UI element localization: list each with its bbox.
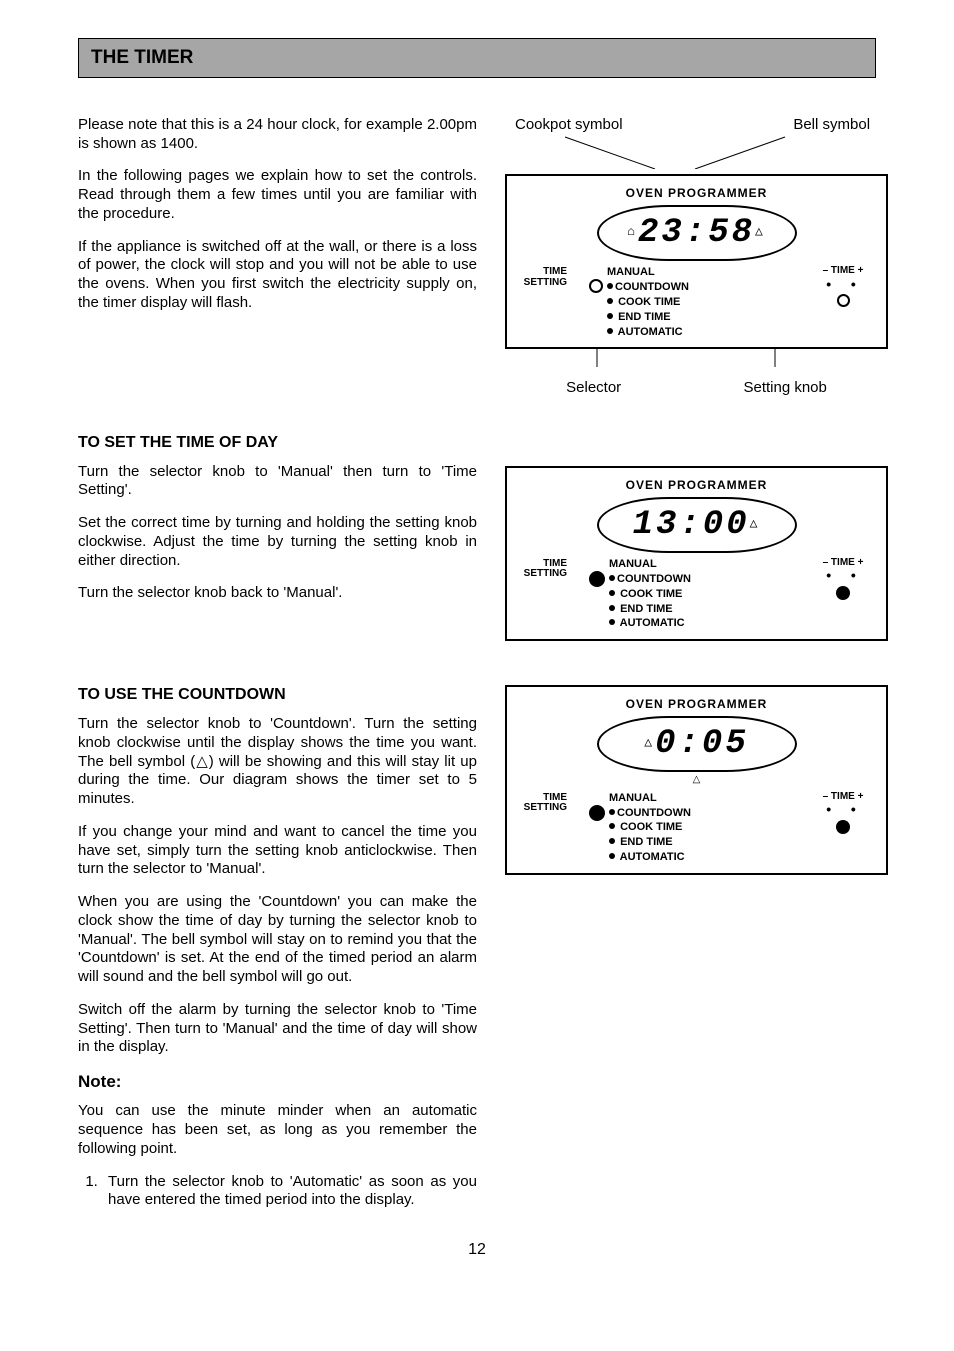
mode-list: MANUAL COUNTDOWN COOK TIME END TIME AUTO… xyxy=(605,557,691,631)
time-setting-label: TIMESETTING xyxy=(519,791,567,814)
top-callouts: Cookpot symbol Bell symbol xyxy=(505,116,888,135)
panel-title: OVEN PROGRAMMER xyxy=(519,186,874,201)
dots-indicator: • • xyxy=(812,571,874,579)
dots-indicator: • • xyxy=(812,805,874,813)
countdown-p3: When you are using the 'Countdown' you c… xyxy=(78,893,477,987)
intro-p3: If the appliance is switched off at the … xyxy=(78,238,477,313)
section-title: THE TIMER xyxy=(91,47,193,68)
countdown-heading: TO USE THE COUNTDOWN xyxy=(78,685,477,705)
callout-bell: Bell symbol xyxy=(793,116,870,135)
bell-icon: △ xyxy=(750,516,761,531)
time-setting-label: TIMESETTING xyxy=(519,265,567,288)
selector-knob[interactable] xyxy=(589,805,605,821)
time-display: 13:00△ xyxy=(597,497,797,553)
left-column: Please note that this is a 24 hour clock… xyxy=(78,116,477,1210)
selector-knob[interactable] xyxy=(589,279,603,293)
programmer-panel: OVEN PROGRAMMER 13:00△ TIMESETTING xyxy=(505,466,888,641)
section-title-bar: THE TIMER xyxy=(78,38,876,78)
dots-indicator: • • xyxy=(812,280,874,288)
countdown-p2: If you change your mind and want to canc… xyxy=(78,823,477,879)
bell-marker: △ xyxy=(519,774,874,787)
callout-selector: Selector xyxy=(566,379,621,398)
display-value: 13:00△ xyxy=(633,508,761,542)
setting-knob[interactable] xyxy=(837,294,850,307)
programmer-figure-1: Cookpot symbol Bell symbol OVEN PROGRAMM… xyxy=(505,116,888,398)
set-time-p2: Set the correct time by turning and hold… xyxy=(78,514,477,570)
time-setting-label: TIMESETTING xyxy=(519,557,567,580)
cookpot-icon: ⌂ xyxy=(627,224,638,239)
display-value: △0:05 xyxy=(644,727,748,761)
callout-lines-top xyxy=(505,135,888,169)
right-column: Cookpot symbol Bell symbol OVEN PROGRAMM… xyxy=(505,116,888,1210)
bell-icon: △ xyxy=(644,735,655,750)
callout-setting-knob: Setting knob xyxy=(743,379,826,398)
page-number: 12 xyxy=(78,1240,876,1260)
countdown-p1: Turn the selector knob to 'Countdown'. T… xyxy=(78,715,477,809)
programmer-figure-3: OVEN PROGRAMMER △0:05 △ TIMESETTING xyxy=(505,685,888,875)
two-column-layout: Please note that this is a 24 hour clock… xyxy=(78,116,876,1210)
time-display: △0:05 xyxy=(597,716,797,772)
panel-title: OVEN PROGRAMMER xyxy=(519,478,874,493)
setting-knob[interactable] xyxy=(836,586,850,600)
display-value: ⌂23:58△ xyxy=(627,216,766,250)
programmer-panel: OVEN PROGRAMMER ⌂23:58△ TIMESETTING xyxy=(505,174,888,349)
programmer-panel: OVEN PROGRAMMER △0:05 △ TIMESETTING xyxy=(505,685,888,875)
note-list: Turn the selector knob to 'Automatic' as… xyxy=(78,1173,477,1211)
set-time-p1: Turn the selector knob to 'Manual' then … xyxy=(78,463,477,501)
bottom-callouts: Selector Setting knob xyxy=(505,379,888,398)
note-item-1: Turn the selector knob to 'Automatic' as… xyxy=(102,1173,477,1211)
set-time-p3: Turn the selector knob back to 'Manual'. xyxy=(78,584,477,603)
note-heading: Note: xyxy=(78,1071,477,1092)
selector-knob[interactable] xyxy=(589,571,605,587)
programmer-figure-2: OVEN PROGRAMMER 13:00△ TIMESETTING xyxy=(505,466,888,641)
note-p: You can use the minute minder when an au… xyxy=(78,1102,477,1158)
setting-knob[interactable] xyxy=(836,820,850,834)
mode-list: MANUAL COUNTDOWN COOK TIME END TIME AUTO… xyxy=(603,265,689,339)
bell-icon: △ xyxy=(755,224,766,239)
intro-p1: Please note that this is a 24 hour clock… xyxy=(78,116,477,154)
panel-title: OVEN PROGRAMMER xyxy=(519,697,874,712)
intro-p2: In the following pages we explain how to… xyxy=(78,167,477,223)
countdown-p4: Switch off the alarm by turning the sele… xyxy=(78,1001,477,1057)
time-display: ⌂23:58△ xyxy=(597,205,797,261)
callout-cookpot: Cookpot symbol xyxy=(515,116,623,135)
set-time-heading: TO SET THE TIME OF DAY xyxy=(78,433,477,453)
callout-lines-bottom xyxy=(505,349,888,367)
mode-list: MANUAL COUNTDOWN COOK TIME END TIME AUTO… xyxy=(605,791,691,865)
